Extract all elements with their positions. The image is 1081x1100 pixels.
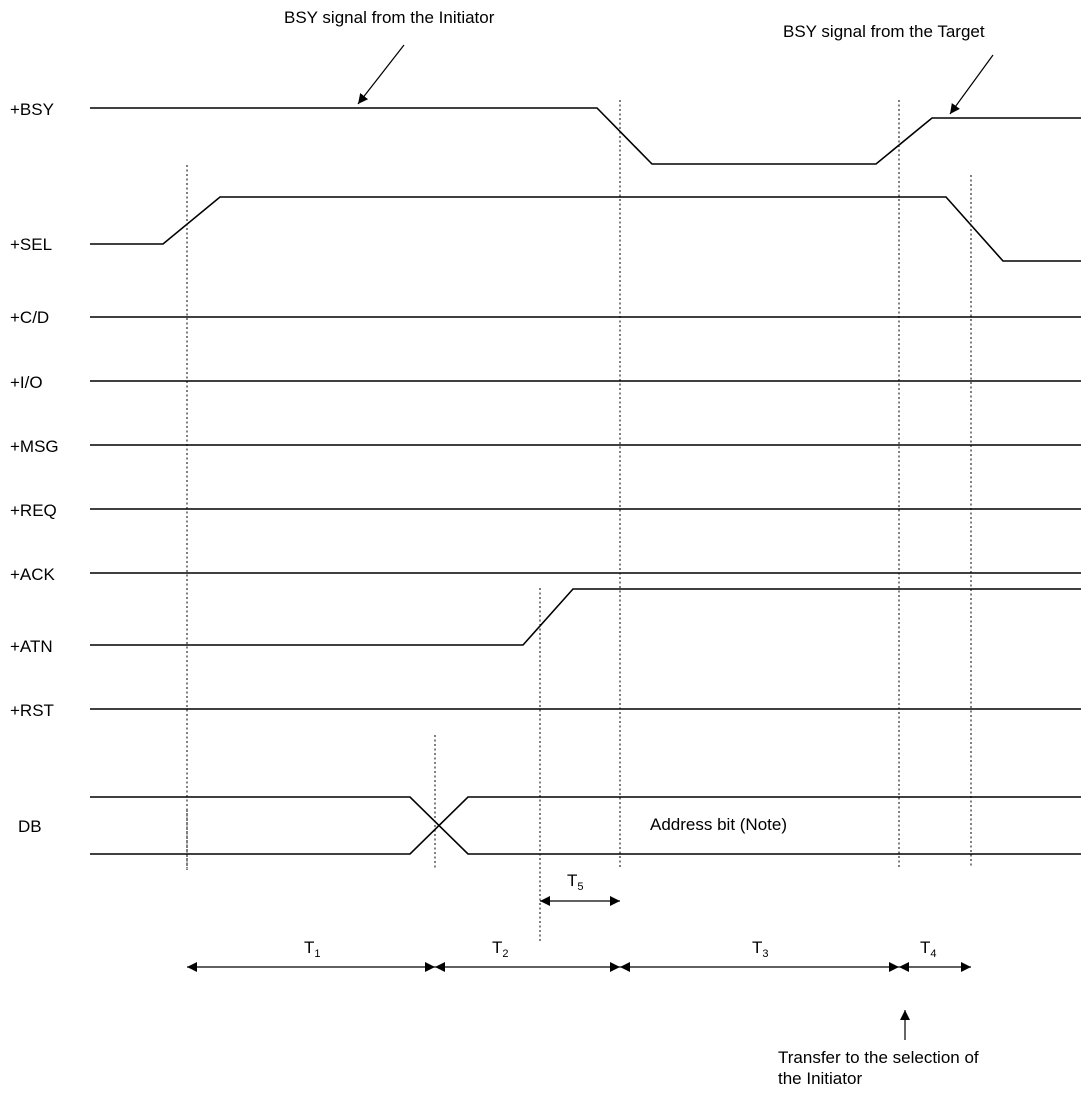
bsy-target-pointer-arrow — [949, 54, 994, 115]
signal-label-rst: +RST — [10, 701, 54, 720]
signal-label-db: DB — [18, 817, 42, 836]
signal-label-req: +REQ — [10, 501, 57, 520]
signal-label-ack: +ACK — [10, 565, 56, 584]
t4-label: T4 — [920, 938, 937, 960]
t2-label: T2 — [492, 938, 509, 960]
signal-label-bsy: +BSY — [10, 100, 54, 119]
signal-label-msg: +MSG — [10, 437, 59, 456]
bsy-initiator-pointer-arrow — [357, 44, 405, 105]
signal-label-cd: +C/D — [10, 308, 49, 327]
signal-label-sel: +SEL — [10, 235, 52, 254]
bsy-target-annotation: BSY signal from the Target — [783, 22, 985, 41]
signal-label-io: +I/O — [10, 373, 43, 392]
waveform-db-lower-to-upper — [90, 796, 1081, 855]
waveform-atn — [90, 588, 1081, 646]
waveform-db-upper-to-lower — [90, 796, 1081, 855]
t1-label: T1 — [304, 938, 321, 960]
transfer-annotation-line1: Transfer to the selection of — [778, 1048, 979, 1067]
t5-label: T5 — [567, 871, 584, 893]
signal-label-atn: +ATN — [10, 637, 53, 656]
transfer-annotation-line2: the Initiator — [778, 1069, 862, 1088]
waveform-sel — [90, 196, 1081, 262]
t3-label: T3 — [752, 938, 769, 960]
address-bit-note: Address bit (Note) — [650, 815, 787, 834]
waveform-bsy — [90, 107, 1081, 165]
bsy-initiator-annotation: BSY signal from the Initiator — [284, 8, 495, 27]
